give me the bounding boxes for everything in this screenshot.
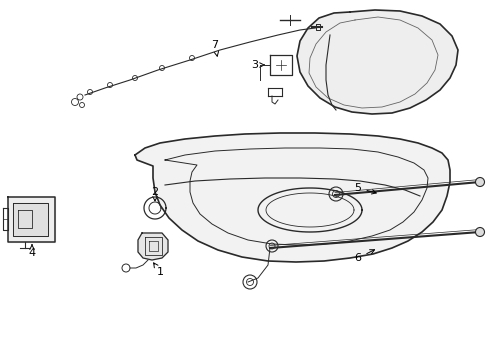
Polygon shape <box>8 197 55 242</box>
Text: 1: 1 <box>154 263 164 277</box>
Text: 3: 3 <box>251 60 265 70</box>
Circle shape <box>475 177 485 186</box>
Text: 4: 4 <box>28 245 36 258</box>
Circle shape <box>475 228 485 237</box>
Polygon shape <box>297 10 458 114</box>
Text: 5: 5 <box>354 183 376 194</box>
Text: 2: 2 <box>151 187 159 201</box>
Text: 6: 6 <box>354 250 374 263</box>
Text: 7: 7 <box>212 40 219 56</box>
Polygon shape <box>13 203 48 236</box>
Polygon shape <box>135 133 450 262</box>
Polygon shape <box>138 233 168 260</box>
